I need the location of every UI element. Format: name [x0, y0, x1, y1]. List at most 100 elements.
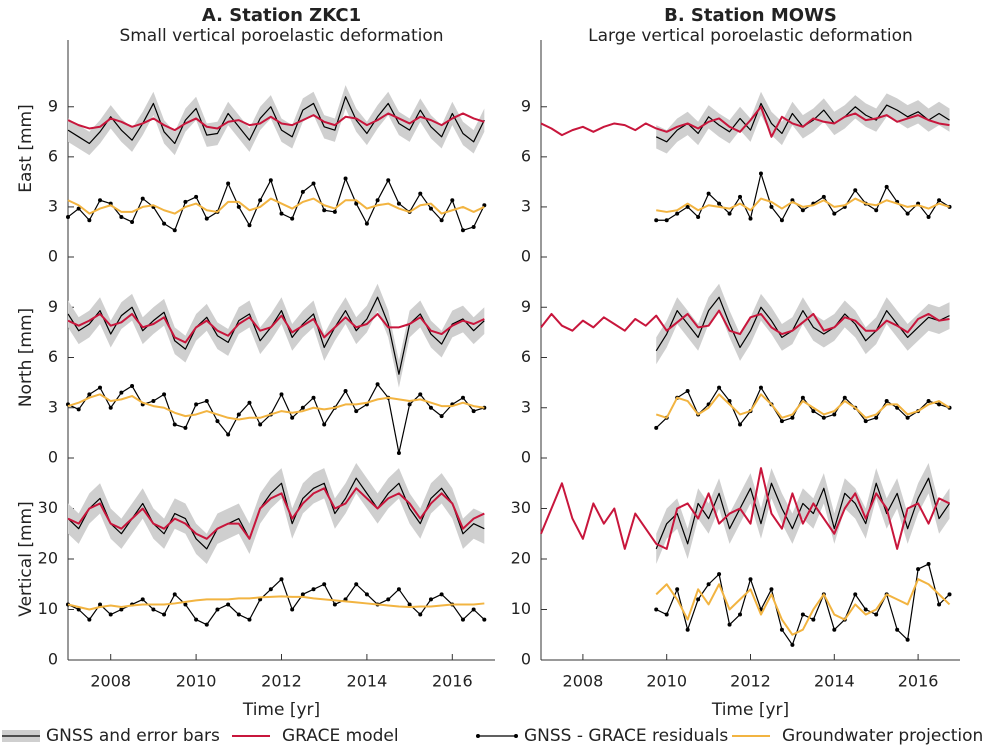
- residual-point: [396, 450, 401, 455]
- residual-point: [119, 607, 124, 612]
- residual-point: [460, 617, 465, 622]
- residual-point: [364, 592, 369, 597]
- residual-point: [811, 617, 816, 622]
- x-tick-label: 2010: [646, 672, 687, 691]
- residual-point: [863, 607, 868, 612]
- y-axis-label: East [mm]: [16, 104, 36, 192]
- y-tick-label: 3: [48, 397, 58, 416]
- residual-point: [947, 592, 952, 597]
- residual-point: [832, 412, 837, 417]
- y-tick-label: 3: [521, 397, 531, 416]
- residual-point: [194, 194, 199, 199]
- residual-point: [386, 178, 391, 183]
- residual-point: [727, 399, 732, 404]
- residual-point: [471, 409, 476, 414]
- legend-label: GRACE model: [282, 726, 399, 746]
- residual-point: [874, 415, 879, 420]
- residual-point: [290, 216, 295, 221]
- residual-point: [685, 204, 690, 209]
- residual-point: [204, 622, 209, 627]
- error-band: [656, 91, 950, 154]
- y-tick-label: 0: [521, 650, 531, 669]
- y-tick-label: 30: [38, 498, 58, 517]
- residual-point: [832, 211, 837, 216]
- residual-point: [738, 422, 743, 427]
- series-line: [67, 197, 485, 215]
- residual-point: [396, 587, 401, 592]
- residual-point: [396, 201, 401, 206]
- residual-point: [407, 602, 412, 607]
- residual-point: [790, 198, 795, 203]
- residual-point: [343, 176, 348, 181]
- residual-point: [769, 204, 774, 209]
- y-tick-label: 3: [521, 196, 531, 215]
- y-tick-label: 6: [521, 347, 531, 366]
- residual-point: [364, 221, 369, 226]
- chart-subtitle: Small vertical poroelastic deformation: [119, 26, 443, 46]
- residual-point: [183, 199, 188, 204]
- residual-point: [300, 189, 305, 194]
- residual-point: [226, 181, 231, 186]
- residual-point: [354, 409, 359, 414]
- series-line: [67, 595, 485, 611]
- residual-point: [895, 627, 900, 632]
- legend-label: Groundwater projection: [782, 726, 983, 746]
- residual-point: [926, 562, 931, 567]
- residual-point: [194, 617, 199, 622]
- residual-point: [332, 209, 337, 214]
- y-axis-label: Vertical [mm]: [16, 501, 36, 616]
- residual-point: [450, 198, 455, 203]
- residual-point: [428, 405, 433, 410]
- residual-point: [800, 395, 805, 400]
- residual-point: [215, 419, 220, 424]
- residual-point: [268, 587, 273, 592]
- residual-point: [654, 607, 659, 612]
- residual-point: [98, 385, 103, 390]
- residual-point: [439, 592, 444, 597]
- residual-point: [386, 597, 391, 602]
- residual-point: [76, 206, 81, 211]
- x-tick-label: 2016: [898, 672, 939, 691]
- residual-point: [937, 402, 942, 407]
- residual-point: [439, 414, 444, 419]
- residual-point: [300, 405, 305, 410]
- residual-point: [717, 385, 722, 390]
- y-tick-label: 9: [48, 297, 58, 316]
- residual-point: [194, 402, 199, 407]
- residual-point: [706, 191, 711, 196]
- residual-point: [926, 399, 931, 404]
- residual-point: [354, 582, 359, 587]
- gnss-line: [656, 172, 950, 221]
- residual-point: [853, 592, 858, 597]
- y-tick-label: 10: [511, 599, 531, 618]
- residual-point: [119, 214, 124, 219]
- residual-point: [343, 389, 348, 393]
- residual-point: [290, 607, 295, 612]
- residual-point: [664, 612, 669, 617]
- residual-point: [696, 597, 701, 602]
- gnss-line: [655, 477, 951, 550]
- residual-point: [460, 395, 465, 400]
- y-axis-label: North [mm]: [16, 308, 36, 407]
- series-line: [656, 197, 950, 213]
- residual-point: [717, 572, 722, 577]
- y-tick-label: 10: [38, 599, 58, 618]
- residual-point: [322, 208, 327, 213]
- residual-point: [758, 171, 763, 176]
- y-tick-label: 9: [521, 96, 531, 115]
- residual-point: [706, 582, 711, 587]
- x-tick-label: 2008: [563, 672, 604, 691]
- residual-point: [290, 415, 295, 420]
- y-tick-label: 6: [48, 146, 58, 165]
- residual-point: [332, 602, 337, 607]
- residual-point: [375, 382, 380, 387]
- x-tick-label: 2014: [347, 672, 388, 691]
- series-line: [655, 578, 951, 636]
- residual-point: [884, 399, 889, 404]
- residual-point: [428, 206, 433, 211]
- residual-point: [727, 622, 732, 627]
- residual-point: [811, 409, 816, 414]
- residual-point: [758, 385, 763, 390]
- residual-point: [162, 612, 167, 617]
- residual-point: [183, 602, 188, 607]
